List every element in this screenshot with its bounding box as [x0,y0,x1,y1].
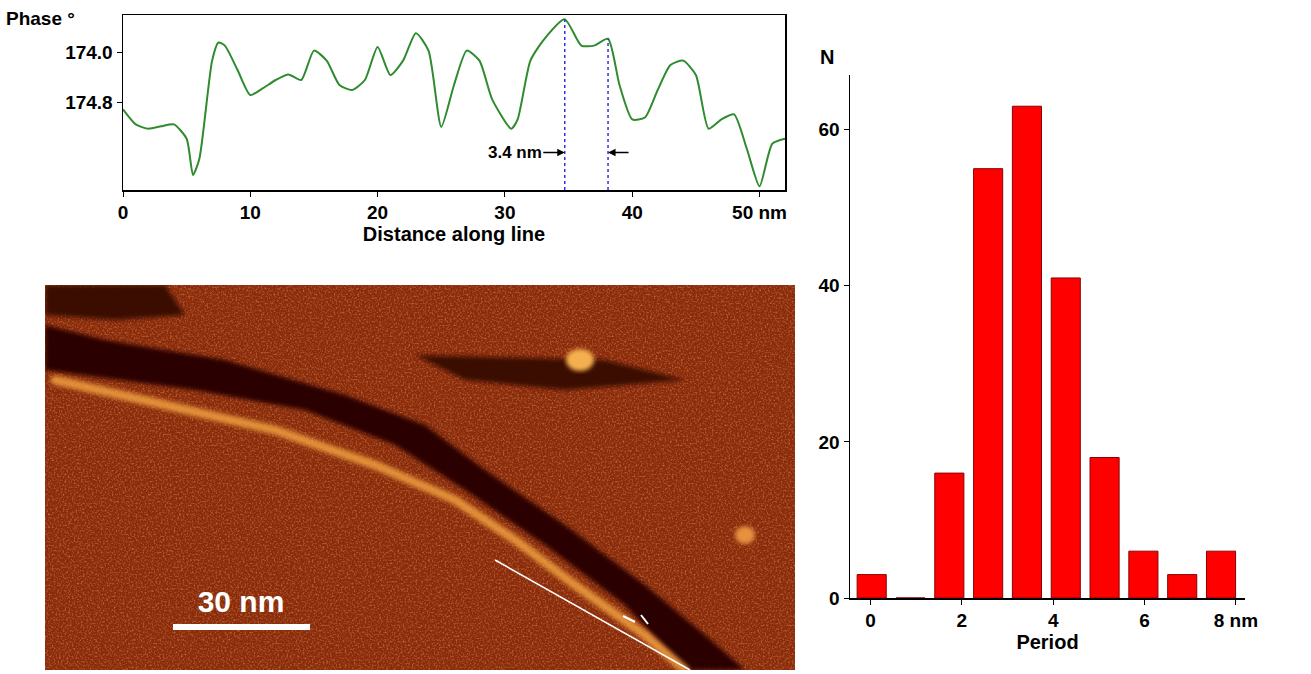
svg-text:0: 0 [118,202,129,223]
svg-text:30: 30 [494,202,515,223]
svg-text:0: 0 [829,588,840,609]
svg-text:0: 0 [865,610,876,631]
svg-text:30 nm: 30 nm [198,585,285,618]
svg-text:Distance along line: Distance along line [363,223,545,245]
svg-text:6: 6 [1139,610,1150,631]
svg-text:Phase °: Phase ° [6,8,75,29]
svg-text:20: 20 [819,432,840,453]
svg-text:174.8: 174.8 [65,92,113,113]
svg-text:N: N [820,46,834,68]
svg-text:4: 4 [1048,610,1059,631]
svg-text:60: 60 [819,119,840,140]
svg-text:Period: Period [1016,631,1078,653]
svg-text:20: 20 [367,202,388,223]
svg-text:2: 2 [957,610,968,631]
svg-text:40: 40 [819,275,840,296]
svg-text:40: 40 [622,202,643,223]
svg-text:8 nm: 8 nm [1214,610,1258,631]
svg-text:3.4 nm: 3.4 nm [488,143,542,162]
svg-text:174.0: 174.0 [65,42,113,63]
svg-text:50 nm: 50 nm [732,202,787,223]
svg-text:10: 10 [240,202,261,223]
